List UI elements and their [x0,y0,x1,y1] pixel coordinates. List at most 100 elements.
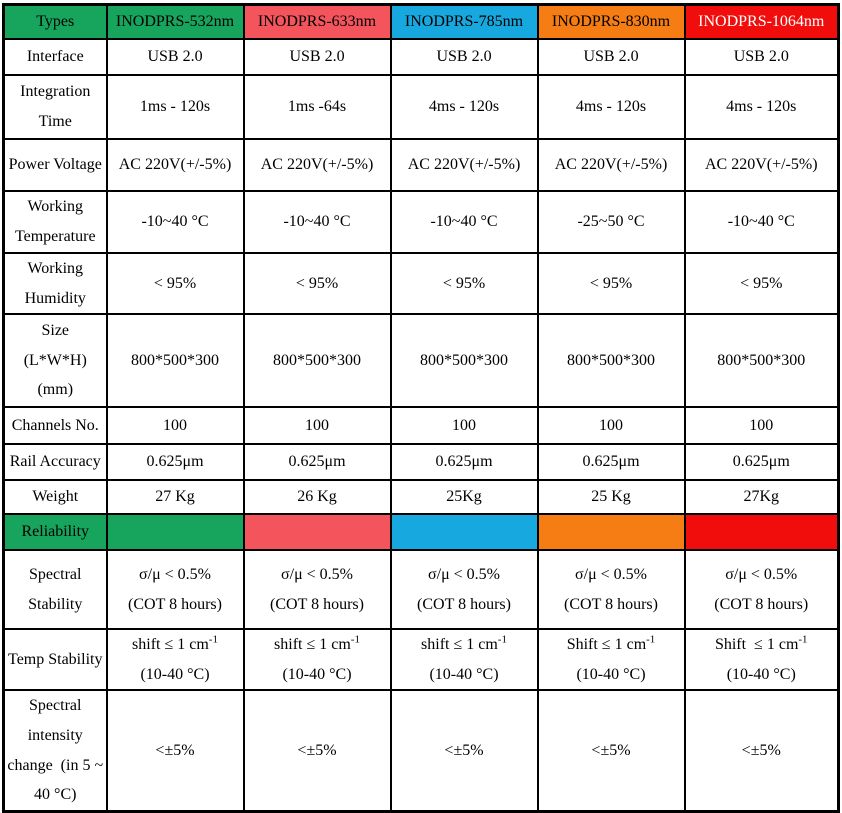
table-cell: 100 [242,406,392,446]
superscript: -1 [208,633,218,646]
shift-text: Shift ≤ 1 cm [714,636,799,654]
table-cell: <±5% [242,689,392,813]
table-cell: 800*500*300 [105,313,245,409]
superscript: -1 [646,633,656,646]
label-line: (L*W*H) [23,351,87,369]
table-cell: 4ms - 120s [389,74,539,140]
row-label-working-temperature: Working Temperature [2,190,108,254]
row-label-integration-time: Integration Time [2,74,108,140]
cell-line: (10-40 °C) [140,665,210,683]
table-cell: 25Kg [389,479,539,516]
table-cell: < 95% [242,251,392,316]
row-interface: Interface USB 2.0 USB 2.0 USB 2.0 USB 2.… [2,38,840,76]
table-cell: 25 Kg [536,479,686,516]
row-label-temp-stability: Temp Stability [2,628,108,692]
table-cell: USB 2.0 [242,38,392,76]
superscript: -1 [798,633,808,646]
table-cell: 800*500*300 [683,313,840,409]
table-cell: <±5% [105,689,245,813]
label-line: Stability [28,595,83,613]
cell-line: (10-40 °C) [282,665,352,683]
table-cell: -10~40 °C [242,190,392,254]
table-cell: < 95% [536,251,686,316]
table-cell: USB 2.0 [105,38,245,76]
superscript: -1 [497,633,507,646]
table-cell: 1ms -64s [242,74,392,140]
label-line: Time [38,113,72,130]
header-types-cell: Types [2,3,108,40]
spec-table: Types INODPRS-532nm INODPRS-633nm INODPR… [2,3,840,813]
table-cell: -25~50 °C [536,190,686,254]
header-product-633: INODPRS-633nm [242,3,392,40]
superscript: -1 [350,633,360,646]
header-product-830: INODPRS-830nm [536,3,686,40]
table-cell: σ/μ < 0.5% (COT 8 hours) [389,549,539,631]
table-cell: σ/μ < 0.5% (COT 8 hours) [242,549,392,631]
table-cell: 26 Kg [242,479,392,516]
reliability-band-532 [105,513,245,552]
cell-line: σ/μ < 0.5% [725,566,798,584]
row-power-voltage: Power Voltage AC 220V(+/-5%) AC 220V(+/-… [2,138,840,192]
reliability-band-633 [242,513,392,552]
cell-line: σ/μ < 0.5% [575,566,647,584]
cell-line: Shift ≤ 1 cm-1 [541,631,682,660]
label-line: change (in 5 ~ [7,756,104,774]
cell-line: shift ≤ 1 cm-1 [110,631,241,660]
table-cell: AC 220V(+/-5%) [105,138,245,192]
label-line: 40 °C) [34,786,77,804]
table-cell: 0.625μm [105,443,245,482]
table-cell: -10~40 °C [683,190,840,254]
cell-line: (10-40 °C) [726,665,796,683]
table-cell: 100 [683,406,840,446]
table-cell: USB 2.0 [536,38,686,76]
label-line: Temperature [14,228,96,245]
table-cell: 800*500*300 [389,313,539,409]
table-cell: 27Kg [683,479,840,516]
table-cell: 100 [536,406,686,446]
table-cell: Shift ≤ 1 cm-1 (10-40 °C) [536,628,686,692]
cell-line: (COT 8 hours) [128,595,222,613]
row-label-weight: Weight [2,479,108,516]
shift-text: shift ≤ 1 cm [132,636,209,654]
table-cell: 0.625μm [242,443,392,482]
cell-line: (COT 8 hours) [714,595,809,613]
table-cell: USB 2.0 [389,38,539,76]
table-cell: 4ms - 120s [683,74,840,140]
table-cell: 100 [105,406,245,446]
table-cell: shift ≤ 1 cm-1 (10-40 °C) [242,628,392,692]
label-line: Working [27,260,84,277]
table-cell: 1ms - 120s [105,74,245,140]
label-line: Integration [20,83,91,101]
row-temp-stability: Temp Stability shift ≤ 1 cm-1 (10-40 °C)… [2,628,840,692]
label-line: intensity [27,726,83,744]
table-cell: 0.625μm [536,443,686,482]
table-cell: AC 220V(+/-5%) [683,138,840,192]
table-cell: < 95% [683,251,840,316]
label-line: Spectral [29,697,82,715]
row-integration-time: Integration Time 1ms - 120s 1ms -64s 4ms… [2,74,840,140]
row-spectral-stability: Spectral Stability σ/μ < 0.5% (COT 8 hou… [2,549,840,631]
row-label-size: Size (L*W*H) (mm) [2,313,108,409]
table-cell: 0.625μm [389,443,539,482]
cell-line: σ/μ < 0.5% [428,566,500,584]
table-cell: AC 220V(+/-5%) [389,138,539,192]
row-label-rail-accuracy: Rail Accuracy [2,443,108,482]
row-label-interface: Interface [2,38,108,76]
table-cell: < 95% [105,251,245,316]
table-cell: σ/μ < 0.5% (COT 8 hours) [536,549,686,631]
reliability-band-830 [536,513,686,552]
reliability-band-785 [389,513,539,552]
label-line: Spectral [29,566,82,584]
header-product-532: INODPRS-532nm [105,3,245,40]
row-intensity-change: Spectral intensity change (in 5 ~ 40 °C)… [2,689,840,813]
row-rail-accuracy: Rail Accuracy 0.625μm 0.625μm 0.625μm 0.… [2,443,840,482]
row-label-channels: Channels No. [2,406,108,446]
row-working-humidity: Working Humidity < 95% < 95% < 95% < 95%… [2,251,840,316]
row-label-working-humidity: Working Humidity [2,251,108,316]
table-cell: USB 2.0 [683,38,840,76]
table-cell: -10~40 °C [389,190,539,254]
cell-line: (10-40 °C) [429,665,499,683]
cell-line: shift ≤ 1 cm-1 [247,631,388,660]
table-cell: <±5% [389,689,539,813]
row-weight: Weight 27 Kg 26 Kg 25Kg 25 Kg 27Kg [2,479,840,516]
